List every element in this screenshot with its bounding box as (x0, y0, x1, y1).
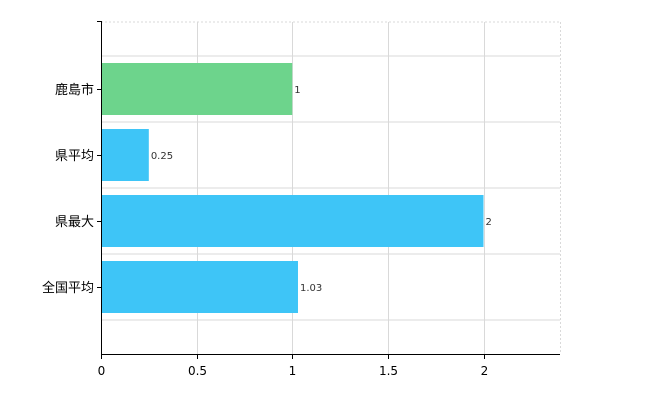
x-tick-label: 1.5 (379, 364, 398, 378)
category-label: 全国平均 (42, 280, 94, 296)
bar (101, 129, 149, 181)
grid-layer (101, 21, 561, 354)
bar-layer (101, 63, 484, 313)
x-tick-label: 0.5 (188, 364, 207, 378)
category-label: 県最大 (55, 215, 94, 230)
x-tick-label: 2 (481, 364, 489, 378)
x-tick-label: 0 (98, 364, 106, 378)
axis-layer (97, 21, 560, 359)
bar (101, 195, 484, 247)
data-label: 1.03 (300, 283, 322, 294)
bar (101, 261, 298, 313)
category-label: 鹿島市 (55, 82, 94, 98)
category-label: 県平均 (55, 149, 94, 164)
data-label: 1 (294, 85, 300, 96)
data-label: 2 (486, 217, 492, 228)
bar (101, 63, 293, 115)
x-tick-label: 1 (289, 364, 297, 378)
data-label: 0.25 (151, 151, 173, 162)
